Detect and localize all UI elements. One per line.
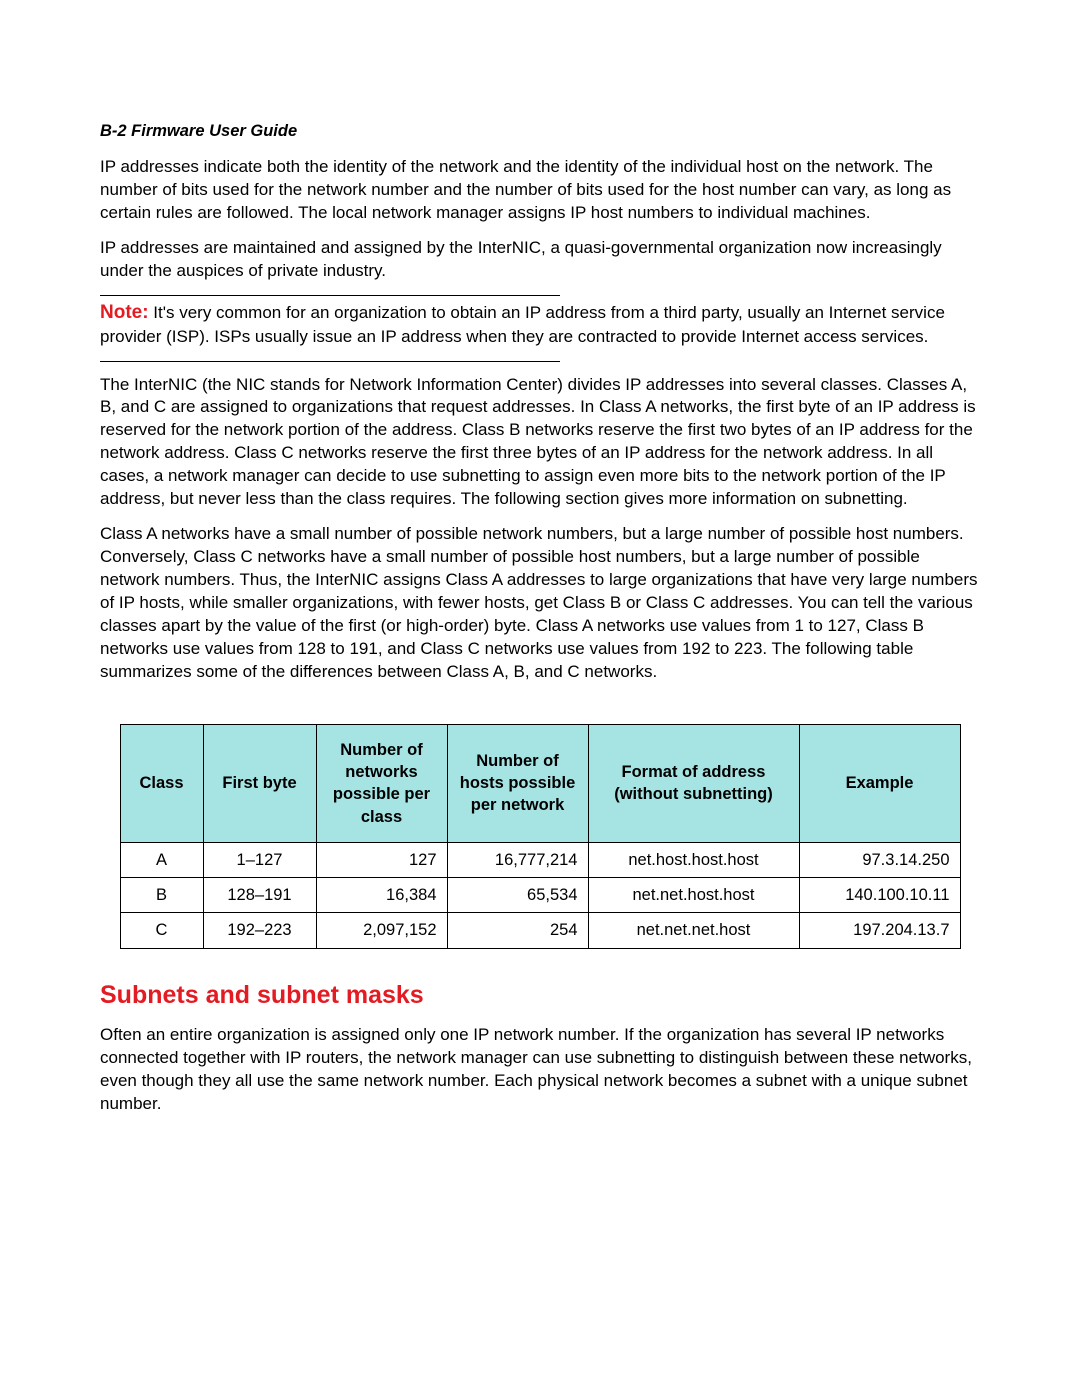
table-wrap: Class First byte Number of networks poss… — [100, 724, 980, 949]
note-label: Note: — [100, 302, 149, 323]
paragraph-3: The InterNIC (the NIC stands for Network… — [100, 374, 980, 512]
cell-example: 197.204.13.7 — [799, 913, 960, 948]
th-class: Class — [120, 724, 203, 842]
cell-class: B — [120, 878, 203, 913]
table-row: A 1–127 127 16,777,214 net.host.host.hos… — [120, 842, 960, 877]
table-header-row: Class First byte Number of networks poss… — [120, 724, 960, 842]
cell-nets: 16,384 — [316, 878, 447, 913]
cell-hosts: 254 — [447, 913, 588, 948]
th-example: Example — [799, 724, 960, 842]
cell-example: 97.3.14.250 — [799, 842, 960, 877]
note-rule-top — [100, 295, 560, 296]
paragraph-2: IP addresses are maintained and assigned… — [100, 237, 980, 283]
cell-hosts: 16,777,214 — [447, 842, 588, 877]
paragraph-5: Often an entire organization is assigned… — [100, 1024, 980, 1116]
ip-class-table: Class First byte Number of networks poss… — [120, 724, 961, 949]
th-format: Format of address (without subnetting) — [588, 724, 799, 842]
note-paragraph: Note: It's very common for an organizati… — [100, 300, 980, 349]
note-text: It's very common for an organization to … — [100, 303, 945, 346]
note-block: Note: It's very common for an organizati… — [100, 295, 980, 362]
cell-hosts: 65,534 — [447, 878, 588, 913]
th-nets: Number of networks possible per class — [316, 724, 447, 842]
cell-format: net.net.host.host — [588, 878, 799, 913]
cell-class: A — [120, 842, 203, 877]
cell-format: net.net.net.host — [588, 913, 799, 948]
cell-example: 140.100.10.11 — [799, 878, 960, 913]
paragraph-4: Class A networks have a small number of … — [100, 523, 980, 684]
cell-format: net.host.host.host — [588, 842, 799, 877]
cell-first: 128–191 — [203, 878, 316, 913]
note-rule-bottom — [100, 361, 560, 362]
th-hosts: Number of hosts possible per network — [447, 724, 588, 842]
table-row: C 192–223 2,097,152 254 net.net.net.host… — [120, 913, 960, 948]
cell-first: 192–223 — [203, 913, 316, 948]
cell-first: 1–127 — [203, 842, 316, 877]
th-first: First byte — [203, 724, 316, 842]
table-row: B 128–191 16,384 65,534 net.net.host.hos… — [120, 878, 960, 913]
paragraph-1: IP addresses indicate both the identity … — [100, 156, 980, 225]
cell-nets: 2,097,152 — [316, 913, 447, 948]
cell-class: C — [120, 913, 203, 948]
page: B-2 Firmware User Guide IP addresses ind… — [0, 0, 1080, 1397]
cell-nets: 127 — [316, 842, 447, 877]
section-title: Subnets and subnet masks — [100, 979, 980, 1013]
page-header: B-2 Firmware User Guide — [100, 120, 980, 142]
